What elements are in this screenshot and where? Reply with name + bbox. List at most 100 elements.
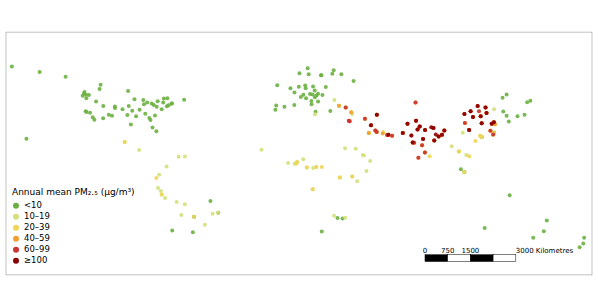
series-points [10, 64, 586, 249]
station-point [286, 161, 290, 165]
station-point [298, 71, 302, 75]
station-point [434, 133, 438, 137]
station-point [170, 229, 174, 233]
station-point [309, 99, 313, 103]
station-point [64, 75, 68, 79]
station-point [416, 127, 420, 131]
station-point [476, 104, 480, 108]
station-point [161, 100, 165, 104]
station-point [485, 111, 489, 115]
station-point [416, 156, 420, 160]
station-point [81, 94, 85, 98]
station-point [423, 150, 427, 154]
station-point [137, 148, 141, 152]
station-point [348, 119, 352, 123]
station-point [344, 106, 348, 110]
station-point [337, 104, 341, 108]
station-point [476, 104, 480, 108]
station-point [467, 154, 471, 158]
station-point [467, 128, 471, 132]
station-point [348, 119, 352, 123]
station-point [440, 133, 444, 137]
station-point [386, 133, 390, 137]
station-point [461, 131, 465, 135]
station-point [311, 187, 315, 191]
station-point [485, 111, 489, 115]
station-point [88, 111, 92, 115]
station-point [314, 165, 318, 169]
station-point [367, 131, 371, 135]
station-point [507, 120, 511, 124]
station-point [471, 115, 475, 119]
station-point [101, 116, 105, 120]
station-point [414, 119, 418, 123]
station-point [273, 108, 277, 112]
station-point [355, 179, 359, 183]
station-point [528, 99, 532, 103]
legend-marker [13, 214, 19, 220]
station-point [344, 106, 348, 110]
legend-label: 60–99 [24, 244, 50, 254]
station-point [99, 83, 103, 87]
station-point [134, 114, 138, 118]
station-point [38, 70, 42, 74]
station-point [469, 109, 473, 113]
station-point [492, 120, 496, 124]
station-point [350, 175, 354, 179]
station-point [401, 131, 405, 135]
station-point [381, 131, 385, 135]
station-point [101, 104, 105, 108]
station-point [442, 129, 446, 133]
station-point [363, 117, 367, 121]
station-point [138, 108, 142, 112]
station-point [307, 72, 311, 76]
station-point [344, 106, 348, 110]
station-point [401, 131, 405, 135]
station-point [501, 109, 505, 113]
station-point [375, 113, 379, 117]
station-point [401, 131, 405, 135]
station-point [288, 86, 292, 90]
station-point [440, 133, 444, 137]
station-point [304, 86, 308, 90]
station-point [165, 165, 169, 169]
station-point [84, 96, 88, 100]
station-point [375, 113, 379, 117]
station-point [121, 107, 125, 111]
legend-title: Annual mean PM₂.₅ (μg/m³) [12, 187, 135, 197]
station-point [462, 170, 466, 174]
station-point [484, 106, 488, 110]
station-point [479, 114, 483, 118]
station-point [531, 236, 535, 240]
station-point [416, 127, 420, 131]
station-point [304, 96, 308, 100]
station-point [411, 140, 415, 144]
station-point [369, 123, 373, 127]
station-point [450, 144, 454, 148]
station-point [85, 110, 89, 114]
station-point [320, 93, 324, 97]
station-point [183, 155, 187, 159]
scale-bar-segment [470, 255, 493, 262]
scale-bar-label: 3000 Kilometres [516, 247, 574, 255]
scale-bar-label: 0 [423, 247, 427, 255]
station-point [414, 101, 418, 105]
station-point [211, 212, 215, 216]
legend-label: <10 [24, 200, 42, 210]
station-point [473, 139, 477, 143]
station-point [411, 140, 415, 144]
station-point [471, 115, 475, 119]
station-point [488, 129, 492, 133]
station-point [362, 154, 366, 158]
station-point [401, 131, 405, 135]
station-point [157, 173, 161, 177]
station-point [192, 215, 196, 219]
station-point [24, 137, 28, 141]
station-point [414, 101, 418, 105]
series-points [123, 98, 496, 227]
station-point [154, 129, 158, 133]
station-point [484, 106, 488, 110]
station-point [462, 170, 466, 174]
legend-label: 10–19 [24, 211, 50, 221]
station-point [375, 113, 379, 117]
